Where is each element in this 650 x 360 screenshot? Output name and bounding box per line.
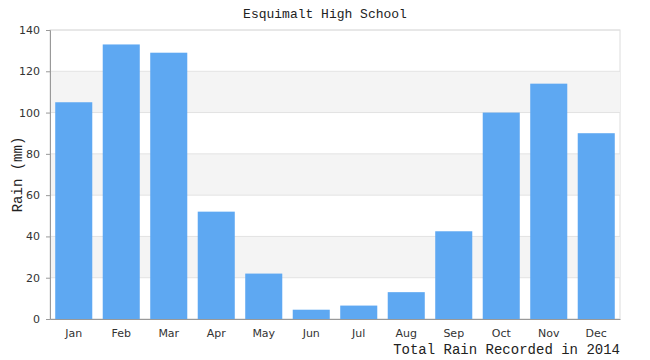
x-axis: Jan Feb Mar Apr May Jun Jul Aug Sep Oct Nov Dec: [51, 320, 621, 340]
x-axis-line: [51, 319, 621, 320]
y-axis-line: [46, 31, 51, 320]
x-tick: Jan: [64, 327, 82, 340]
y-tick-label: 60: [26, 189, 40, 202]
x-tick-label: Jun: [302, 327, 320, 340]
bar: [198, 212, 235, 319]
x-tick: Mar: [158, 327, 179, 340]
bar: [103, 44, 140, 319]
y-tick-mark: [46, 195, 50, 196]
x-tick-label: Oct: [492, 327, 512, 340]
y-tick: 100: [19, 107, 50, 120]
x-tick: Dec: [586, 327, 607, 340]
y-tick: 120: [19, 65, 50, 78]
y-tick: 80: [26, 148, 50, 161]
grid-lines: [50, 30, 620, 319]
x-tick-label: May: [252, 327, 275, 340]
y-tick-label: 100: [19, 107, 40, 120]
x-tick: Jul: [351, 327, 365, 340]
y-tick-mark: [46, 71, 50, 72]
chart-svg: 0 20 40 60 80 100 120 140 Jan Feb Mar Apr May Jun Jul A…: [0, 0, 650, 360]
y-tick-label: 40: [26, 230, 40, 243]
y-tick-label: 0: [33, 313, 40, 326]
y-tick-label: 20: [26, 272, 40, 285]
plot-frame: [50, 30, 620, 319]
y-tick: 60: [26, 189, 50, 202]
x-tick: Aug: [396, 327, 417, 340]
x-tick-label: Feb: [112, 327, 131, 340]
bar: [150, 53, 187, 319]
y-tick-label: 140: [19, 24, 40, 37]
bar: [578, 133, 615, 319]
x-axis-title: Total Rain Recorded in 2014: [393, 342, 620, 358]
y-tick-mark: [46, 319, 50, 320]
x-tick: Apr: [207, 327, 227, 340]
y-tick-mark: [46, 236, 50, 237]
x-tick-label: Nov: [538, 327, 560, 340]
x-tick: Nov: [538, 327, 560, 340]
bars: [55, 44, 615, 319]
x-tick-label: Mar: [158, 327, 179, 340]
y-tick-mark: [46, 30, 50, 31]
x-tick-label: Jan: [64, 327, 82, 340]
bar: [245, 274, 282, 319]
bar: [483, 113, 520, 319]
x-tick-label: Jul: [351, 327, 365, 340]
x-tick-label: Dec: [586, 327, 607, 340]
y-tick-mark: [46, 154, 50, 155]
y-axis-title: Rain (mm): [10, 137, 26, 213]
bar: [388, 292, 425, 319]
bar: [293, 310, 330, 319]
y-tick-mark: [46, 278, 50, 279]
y-tick: 20: [26, 272, 50, 285]
y-tick-mark: [46, 113, 50, 114]
bar: [435, 231, 472, 319]
bar: [340, 306, 377, 319]
bar: [55, 102, 92, 319]
y-tick-label: 120: [19, 65, 40, 78]
grid-line: [50, 30, 620, 31]
x-tick: Sep: [443, 327, 464, 340]
x-tick: May: [252, 327, 275, 340]
x-tick-label: Aug: [396, 327, 417, 340]
x-tick: Jun: [302, 327, 320, 340]
x-tick-label: Apr: [207, 327, 227, 340]
x-tick: Oct: [492, 327, 512, 340]
chart-title: Esquimalt High School: [243, 7, 407, 22]
y-tick: 140: [19, 24, 50, 37]
y-tick: 0: [33, 313, 50, 326]
y-tick: 40: [26, 230, 50, 243]
y-tick-label: 80: [26, 148, 40, 161]
bar: [530, 84, 567, 319]
x-tick-label: Sep: [443, 327, 464, 340]
x-tick: Feb: [112, 327, 131, 340]
chart-container: 0 20 40 60 80 100 120 140 Jan Feb Mar Apr May Jun Jul A…: [0, 0, 650, 360]
